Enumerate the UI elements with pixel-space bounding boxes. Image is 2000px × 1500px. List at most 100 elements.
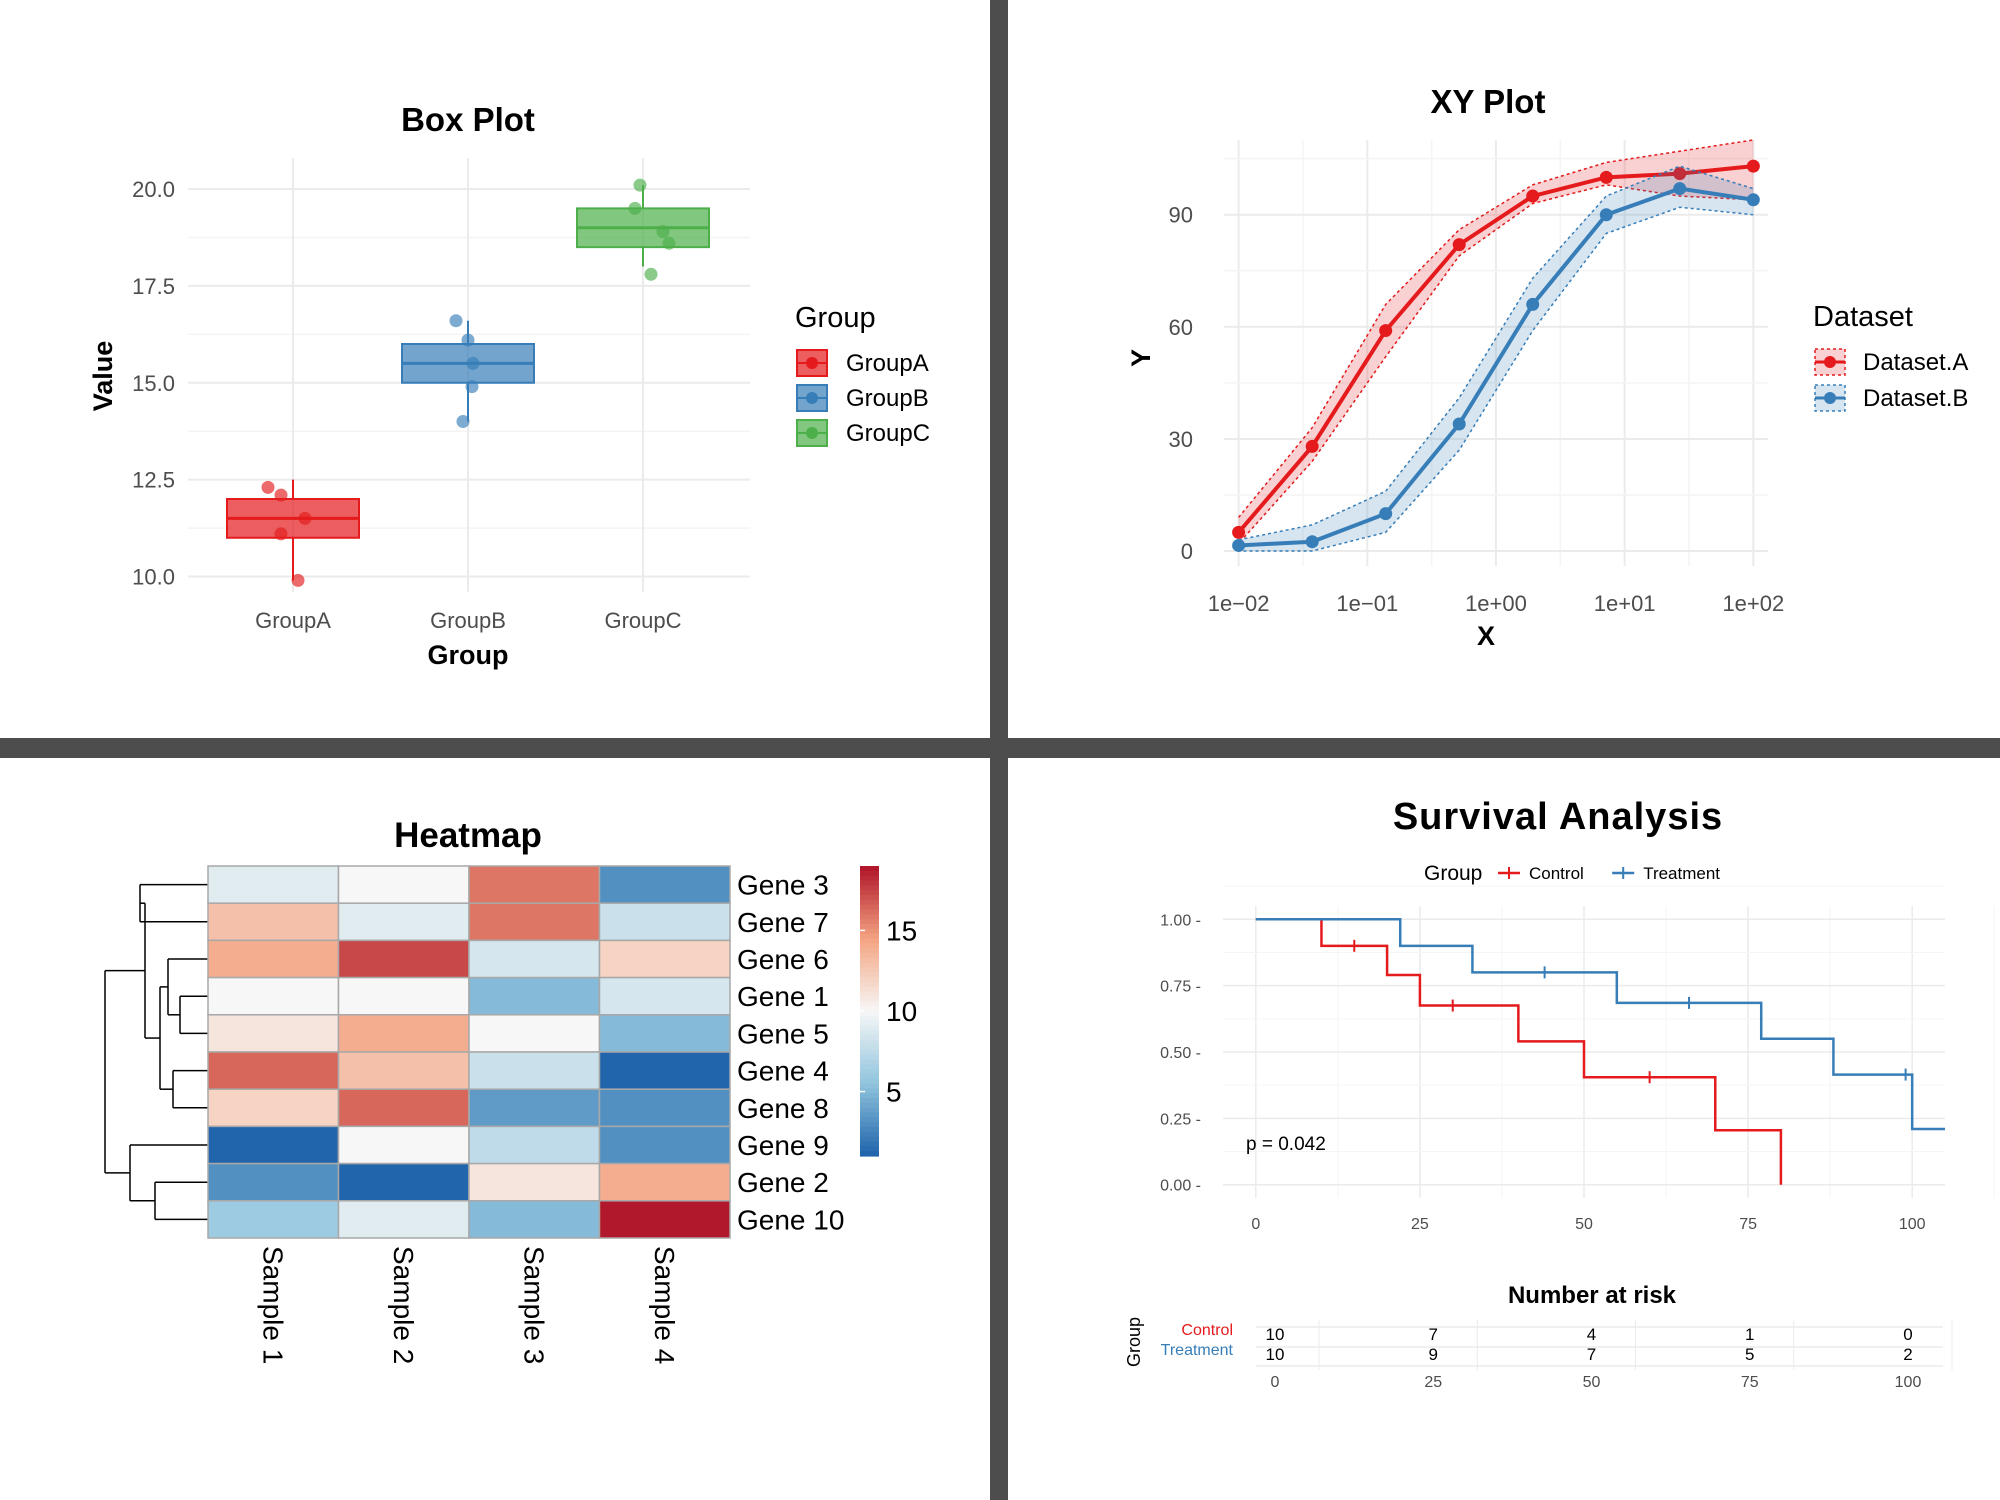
colorbar-segment: [860, 972, 879, 978]
legend-label-groupb: GroupB: [846, 385, 929, 412]
legend-label-control: Control: [1529, 864, 1584, 883]
colorbar-segment: [860, 1044, 879, 1051]
ribbon-dataset.b: [1238, 166, 1754, 552]
heatmap-cell: [468, 1162, 601, 1202]
x-tick-label: 1e−02: [1208, 591, 1270, 616]
colorbar-segment: [860, 928, 879, 935]
heatmap-svg: Heatmap Gene 3 Gene 7 Gene 6 Gene 1 Gene 5 Ge…: [104, 816, 917, 1364]
colorbar-segment: [860, 977, 879, 983]
xy-plot-ylabel: Y: [1126, 349, 1156, 367]
heatmap-cell: [598, 1125, 731, 1165]
heatmap-cell: [207, 1051, 340, 1090]
colorbar-segment: [860, 1088, 879, 1094]
y-tick-label: 0.25 -: [1160, 1111, 1201, 1128]
colorbar-segment: [860, 1054, 879, 1060]
heatmap-cell: [598, 1162, 731, 1202]
xy-legend-title: Dataset: [1813, 301, 1913, 333]
colorbar-segment: [860, 1122, 879, 1128]
colorbar-segment: [860, 962, 879, 969]
colorbar-segment: [860, 895, 879, 901]
survival-svg: Survival Analysis Group Control Treatment …: [1124, 796, 1995, 1391]
data-point: [1526, 189, 1540, 203]
jitter-point: [274, 527, 288, 541]
y-tick-label: 30: [1169, 427, 1193, 452]
box-plot-svg: 10.0 12.5 15.0 17.5 20.0 GroupA GroupB GroupC B…: [88, 101, 930, 670]
colorbar-segment: [860, 1035, 879, 1041]
box-plot-xlabel: Group: [428, 640, 509, 670]
colorbar-segment: [860, 1015, 879, 1022]
heatmap-cell: [337, 939, 470, 979]
colorbar-segment: [860, 1020, 879, 1027]
data-point: [1599, 208, 1613, 222]
x-tick-label: 50: [1575, 1216, 1593, 1233]
colorbar-segment: [860, 1141, 879, 1147]
heatmap-cell: [207, 1200, 340, 1239]
y-tick-label: 0.00 -: [1160, 1178, 1201, 1195]
colorbar-segment: [860, 919, 879, 925]
xy-plot-svg: 1e−02 1e−01 1e+00 1e+01 1e+02 0 30 60 90 XY Plot…: [1126, 83, 1968, 651]
heatmap-cell: [468, 1200, 601, 1239]
data-point: [1746, 159, 1760, 173]
colorbar-segment: [860, 899, 879, 906]
jitter-point: [456, 415, 470, 428]
jitter-point: [274, 488, 288, 502]
risk-count: 9: [1429, 1345, 1438, 1364]
colorbar-segment: [860, 1127, 879, 1133]
legend-key-point: [1824, 356, 1836, 368]
row-label: Gene 2: [737, 1167, 829, 1198]
x-tick-label: 25: [1411, 1216, 1429, 1233]
x-tick-label: GroupB: [430, 608, 506, 633]
data-point: [1673, 182, 1687, 196]
risk-table-row-label: Treatment: [1161, 1342, 1234, 1359]
row-label: Gene 1: [737, 981, 829, 1012]
ribbon-upper-edge: [1238, 139, 1754, 518]
box-plot-title: Box Plot: [401, 101, 535, 138]
colorbar-segment: [860, 943, 879, 949]
data-point: [1379, 324, 1393, 338]
jitter-point: [633, 178, 647, 192]
data-point: [1452, 238, 1466, 252]
colorbar-segment: [860, 1030, 879, 1036]
jitter-point: [644, 267, 658, 281]
heatmap-cell: [207, 865, 340, 904]
heatmap-cell: [337, 1200, 470, 1239]
data-point: [1379, 507, 1393, 521]
risk-table-time-label: 0: [1271, 1374, 1280, 1391]
risk-count: 10: [1266, 1325, 1285, 1344]
heatmap-cell: [598, 1200, 731, 1239]
risk-count: 0: [1903, 1325, 1912, 1344]
x-tick-label: 1e+01: [1594, 591, 1656, 616]
jitter-point: [466, 356, 480, 370]
heatmap-cell: [337, 1125, 470, 1165]
colorbar-segment: [860, 914, 879, 920]
column-label: Sample 1: [257, 1246, 288, 1364]
data-point: [1526, 297, 1540, 311]
jitter-point: [465, 380, 479, 394]
row-label: Gene 8: [737, 1093, 829, 1124]
colorbar-segment: [860, 1146, 879, 1152]
risk-count: 5: [1745, 1345, 1754, 1364]
heatmap-cell: [598, 976, 731, 1016]
colorbar-segment: [860, 1107, 879, 1114]
heatmap-cell: [468, 939, 601, 979]
data-point: [1599, 170, 1613, 184]
y-tick-label: 17.5: [132, 274, 175, 299]
row-label: Gene 6: [737, 944, 829, 975]
legend-key-point: [806, 427, 818, 439]
colorbar-segment: [860, 967, 879, 973]
colorbar-segment: [860, 1083, 879, 1089]
heatmap-cell: [337, 1051, 470, 1090]
heatmap-cell: [337, 976, 470, 1016]
jitter-point: [628, 201, 642, 215]
x-tick-label: 1e+02: [1722, 591, 1784, 616]
heatmap-cell: [468, 865, 601, 904]
jitter-point: [261, 480, 275, 494]
survival-curve-treatment: [1255, 918, 1945, 1131]
legend-key-point: [1824, 392, 1836, 404]
ribbon-upper-edge: [1238, 165, 1754, 541]
box-plot-ylabel: Value: [88, 341, 118, 412]
colorbar-segment: [860, 880, 879, 886]
colorbar-segment: [860, 982, 879, 988]
risk-count: 7: [1587, 1345, 1596, 1364]
colorbar-segment: [860, 938, 879, 944]
